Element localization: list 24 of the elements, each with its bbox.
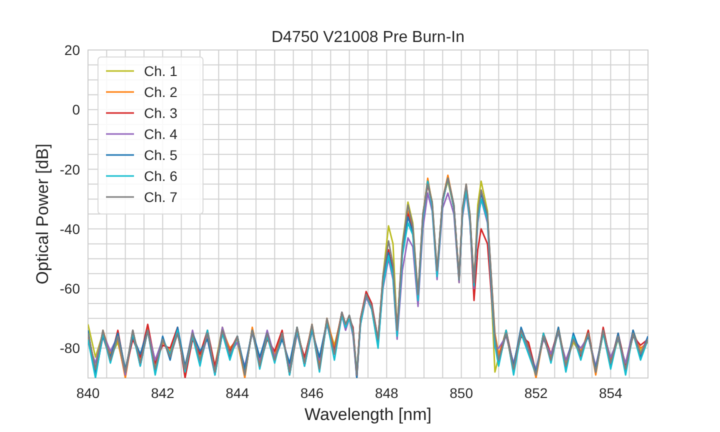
x-tick-label: 846 xyxy=(300,385,324,401)
legend-label: Ch. 6 xyxy=(144,168,178,184)
y-axis-title: Optical Power [dB] xyxy=(33,144,52,284)
legend-label: Ch. 5 xyxy=(144,147,178,163)
chart-title: D4750 V21008 Pre Burn-In xyxy=(271,29,465,46)
y-tick-label: -40 xyxy=(60,220,80,237)
x-tick-label: 852 xyxy=(524,385,548,401)
legend-label: Ch. 1 xyxy=(144,63,178,79)
legend-label: Ch. 2 xyxy=(144,84,178,100)
x-tick-label: 842 xyxy=(150,385,175,401)
legend-label: Ch. 7 xyxy=(144,189,178,205)
x-tick-label: 850 xyxy=(450,385,474,401)
legend-label: Ch. 4 xyxy=(144,126,178,142)
y-tick-label: 0 xyxy=(72,102,80,118)
y-tick-label: -80 xyxy=(60,340,80,356)
x-tick-label: 848 xyxy=(374,385,399,401)
x-axis-title: Wavelength [nm] xyxy=(304,405,432,424)
y-tick-label: -60 xyxy=(60,280,80,297)
x-tick-label: 840 xyxy=(76,385,100,401)
y-tick-label: 20 xyxy=(64,42,80,58)
x-tick-label: 844 xyxy=(226,385,250,401)
x-tick-label: 854 xyxy=(598,385,623,401)
legend-label: Ch. 3 xyxy=(144,105,178,121)
y-tick-label: -20 xyxy=(60,161,80,178)
